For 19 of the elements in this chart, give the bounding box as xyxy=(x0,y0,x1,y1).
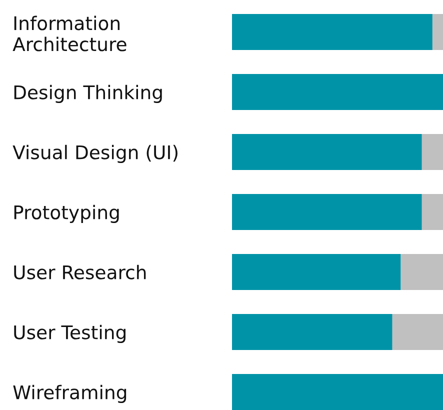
y-tick-label: Prototyping xyxy=(14,204,119,224)
y-tick-label: Visual Design (UI) xyxy=(12,144,178,164)
bar xyxy=(232,74,443,110)
y-tick-label: User Research xyxy=(14,264,146,280)
bar xyxy=(392,314,443,350)
bar xyxy=(400,254,443,290)
y-tick-label: Information Architecture xyxy=(12,16,126,52)
y-tick-label: Wireframing xyxy=(13,384,126,404)
bar xyxy=(232,314,392,350)
y-tick-label: Design Thinking xyxy=(14,84,162,104)
bar xyxy=(232,14,432,50)
y-tick-label: User Testing xyxy=(14,324,126,344)
bar xyxy=(422,134,443,170)
bar xyxy=(232,194,422,230)
bar xyxy=(232,374,443,410)
bar xyxy=(232,254,401,290)
bar xyxy=(232,134,422,170)
bar xyxy=(422,194,443,230)
bar xyxy=(432,14,443,50)
